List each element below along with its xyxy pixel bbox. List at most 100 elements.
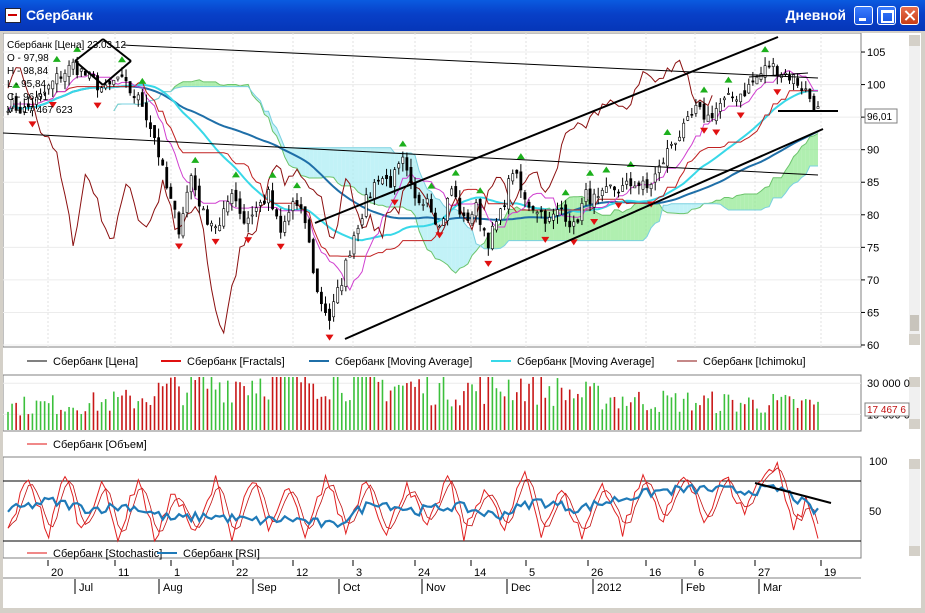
volume-bar (671, 397, 673, 430)
volume-bar (667, 395, 669, 430)
volume-bar (650, 409, 652, 430)
volume-bar (264, 396, 266, 430)
candle-body (560, 208, 562, 209)
candle-body (817, 107, 819, 109)
kumo-segment (207, 82, 211, 87)
volume-bar (439, 383, 441, 430)
chart-window-icon (5, 8, 21, 23)
kumo-segment (802, 144, 806, 178)
kumo-segment (325, 148, 329, 177)
candle-body (101, 88, 103, 92)
candle-body (622, 185, 624, 191)
fractal-down-marker (94, 103, 102, 109)
volume-bar (32, 414, 34, 430)
kumo-segment (749, 194, 753, 210)
volume-bar (500, 392, 502, 430)
day-tick-label: 27 (758, 567, 770, 579)
kumo-segment (655, 204, 659, 223)
fractal-up-marker (562, 189, 570, 195)
kumo-segment (183, 82, 187, 87)
minimize-button[interactable] (854, 6, 873, 25)
kumo-segment (354, 148, 358, 192)
volume-bar (170, 378, 172, 430)
candle-body (263, 201, 265, 203)
volume-bar (496, 388, 498, 430)
volume-scrollbar[interactable] (909, 377, 920, 429)
candle-body (524, 193, 526, 200)
legend-ichimoku: Сбербанк [Ichimoku] (703, 356, 806, 368)
legend-ma-short: Сбербанк [Moving Average] (517, 356, 654, 368)
candle-body (674, 143, 676, 144)
legend-volume: Сбербанк [Объем] (53, 439, 147, 451)
price-tick-label: 80 (867, 210, 879, 222)
volume-bar (178, 386, 180, 430)
candle-body (300, 205, 302, 209)
candle-body (304, 207, 306, 223)
legend-stochastic: Сбербанк [Stochastic] (53, 548, 162, 560)
month-tick-label: Nov (426, 582, 446, 594)
volume-bar (48, 403, 50, 430)
volume-bar (715, 413, 717, 430)
kumo-segment (533, 211, 537, 241)
volume-bar (516, 392, 518, 430)
candle-body (597, 197, 599, 198)
candle-body (414, 182, 416, 198)
volume-bar (626, 406, 628, 430)
volume-bar (211, 377, 213, 430)
close-button[interactable] (900, 6, 919, 25)
volume-bar (463, 391, 465, 430)
month-tick-label: Mar (763, 582, 782, 594)
candle-body (259, 202, 261, 205)
price-scrollbar[interactable] (909, 35, 920, 345)
candle-body (699, 102, 701, 107)
candle-body (528, 202, 530, 207)
candle-body (186, 192, 188, 212)
volume-bar (504, 396, 506, 430)
volume-bar (610, 398, 612, 430)
candle-body (772, 64, 774, 67)
volume-bar (19, 415, 21, 430)
day-tick-label: 12 (296, 567, 308, 579)
day-tick-label: 3 (356, 567, 362, 579)
candle-body (430, 199, 432, 212)
candle-body (308, 220, 310, 242)
volume-bar (557, 378, 559, 430)
candle-body (109, 81, 111, 84)
price-tick-label: 100 (867, 80, 885, 92)
candle-body (471, 214, 473, 223)
candle-body (284, 222, 286, 233)
kumo-segment (741, 194, 745, 210)
volume-bar (785, 395, 787, 430)
volume-bar (321, 397, 323, 430)
volume-bar (569, 390, 571, 430)
fractal-down-marker (212, 239, 220, 245)
candle-body (585, 190, 587, 202)
volume-bar (663, 391, 665, 430)
price-tick-label: 60 (867, 340, 879, 352)
volume-bar (772, 394, 774, 430)
fractal-down-marker (277, 244, 285, 250)
day-tick-label: 26 (591, 567, 603, 579)
candle-body (540, 210, 542, 212)
oscillator-scrollbar[interactable] (909, 459, 920, 556)
volume-bar (455, 400, 457, 430)
candle-body (133, 96, 135, 97)
day-tick-label: 6 (698, 567, 704, 579)
kumo-segment (423, 180, 427, 249)
candle-body (231, 194, 233, 204)
volume-bar (308, 383, 310, 430)
candle-body (68, 65, 70, 76)
candle-body (223, 209, 225, 226)
volume-bar (512, 400, 514, 430)
candle-body (72, 62, 74, 69)
volume-bar (683, 399, 685, 430)
candle-body (626, 181, 628, 184)
volume-bar (52, 395, 54, 430)
candle-body (202, 209, 204, 210)
candle-body (642, 181, 644, 189)
kumo-segment (619, 210, 623, 241)
maximize-button[interactable] (877, 6, 896, 25)
volume-bar (284, 377, 286, 430)
kumo-segment (362, 148, 366, 196)
volume-bar (93, 392, 95, 430)
